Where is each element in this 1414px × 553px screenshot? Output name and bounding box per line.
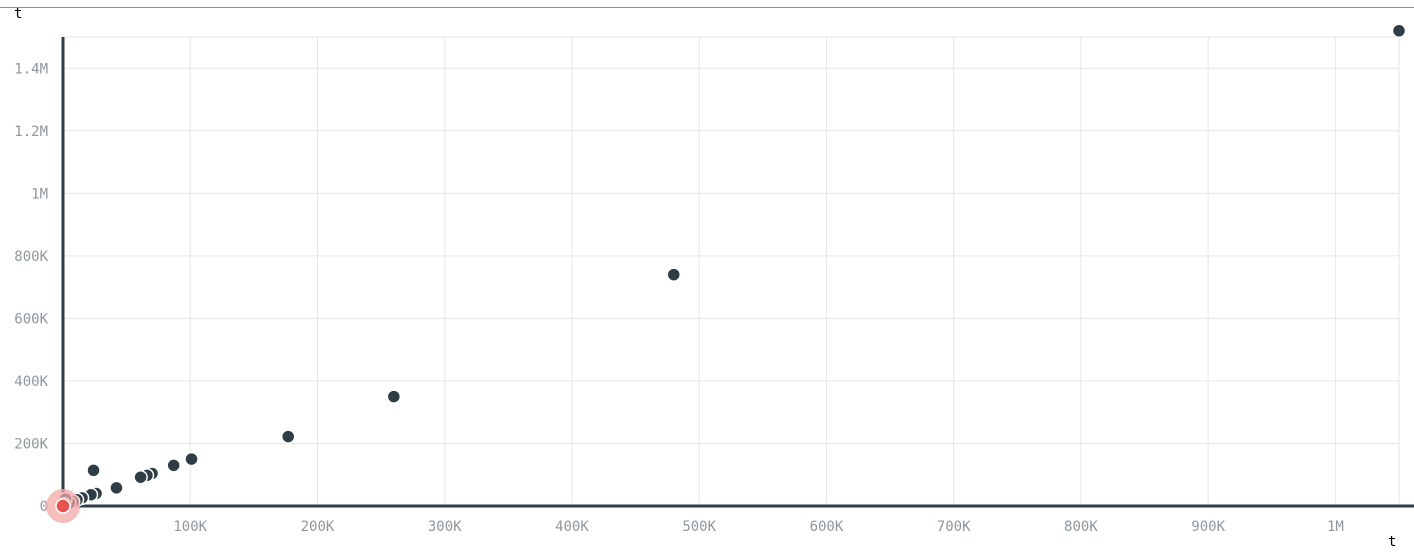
y-tick-label: 400K xyxy=(14,374,48,390)
x-tick-label: 500K xyxy=(682,519,716,535)
x-tick-label: 400K xyxy=(555,519,589,535)
x-tick-label: 800K xyxy=(1064,519,1098,535)
x-tick-label: 300K xyxy=(428,519,462,535)
y-axis-title: t xyxy=(14,6,23,22)
y-tick-label: 1.2M xyxy=(14,124,48,140)
x-tick-label: 100K xyxy=(173,519,207,535)
x-tick-label: 200K xyxy=(301,519,335,535)
x-tick-label: 600K xyxy=(810,519,844,535)
y-tick-label: 600K xyxy=(14,311,48,327)
x-tick-label: 1M xyxy=(1327,519,1344,535)
x-axis-title: t xyxy=(1388,534,1397,550)
y-tick-label: 1M xyxy=(31,186,48,202)
data-point xyxy=(666,267,681,282)
data-point xyxy=(133,469,148,485)
data-point xyxy=(280,429,296,444)
data-point xyxy=(86,463,101,478)
y-tick-label: 0 xyxy=(40,499,48,515)
tick-labels: 100K 200K 300K 400K 500K 600K 700K 800K 900K 1M 0 2… xyxy=(14,61,1344,535)
data-point xyxy=(386,389,402,404)
axes xyxy=(61,37,1414,508)
data-point xyxy=(184,451,199,467)
highlighted-data-point xyxy=(55,498,71,514)
data-point xyxy=(1391,23,1407,38)
data-points xyxy=(46,23,1407,523)
y-tick-label: 800K xyxy=(14,249,48,265)
x-tick-label: 900K xyxy=(1191,519,1225,535)
data-point xyxy=(109,480,124,496)
x-tick-label: 700K xyxy=(937,519,971,535)
grid-lines xyxy=(63,36,1400,506)
y-tick-label: 1.4M xyxy=(14,61,48,77)
y-tick-label: 200K xyxy=(14,436,48,452)
data-point xyxy=(166,458,181,473)
top-border xyxy=(0,7,1414,8)
